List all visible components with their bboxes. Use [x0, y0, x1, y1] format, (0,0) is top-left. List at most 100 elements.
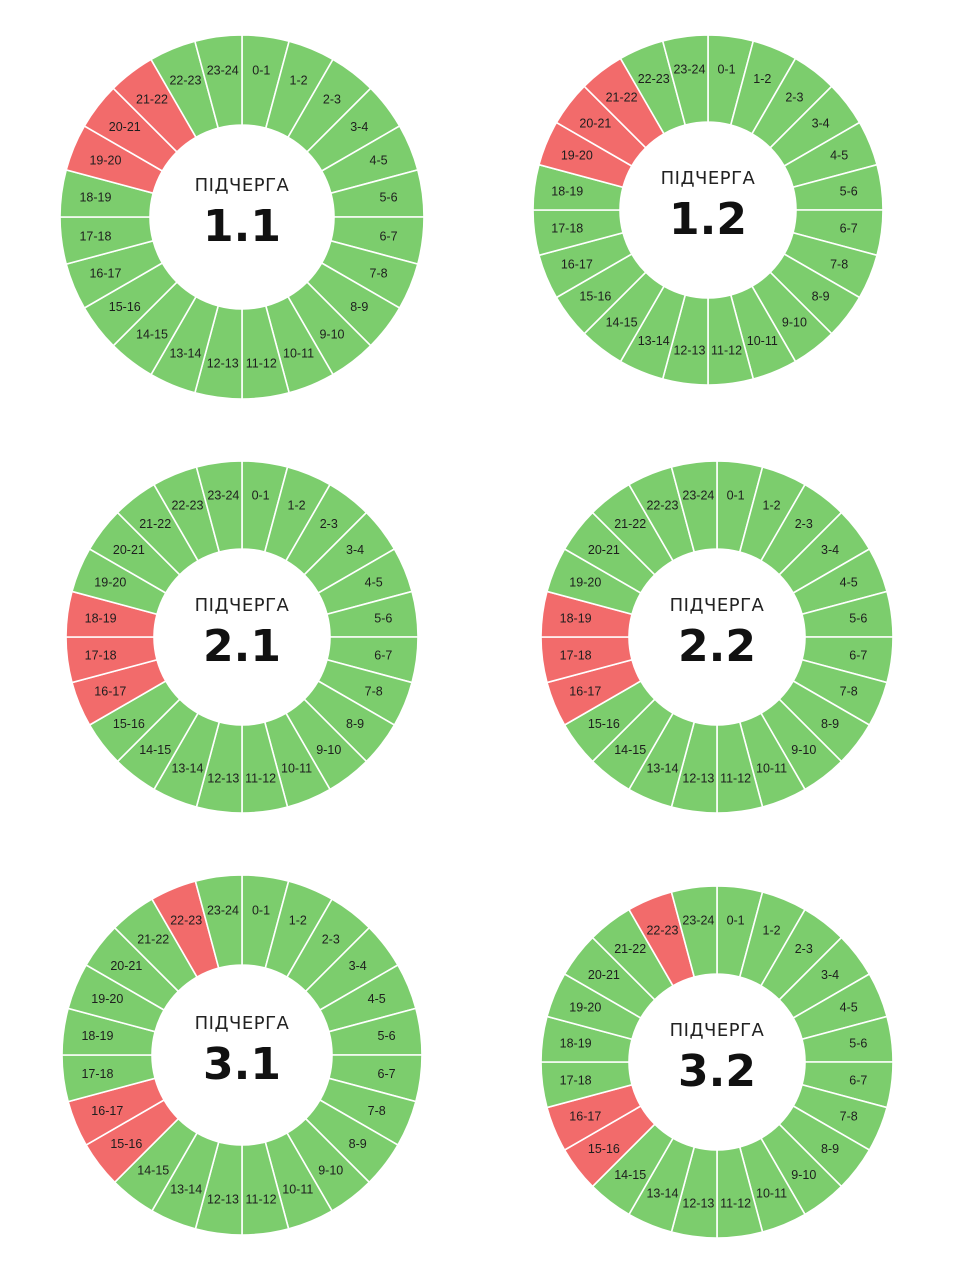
queue-number: 2.1	[203, 621, 281, 672]
hour-label: 6-7	[374, 649, 392, 663]
hour-label: 19-20	[91, 992, 123, 1006]
hour-label: 23-24	[207, 489, 239, 503]
hour-label: 22-23	[170, 913, 202, 927]
hour-label: 5-6	[378, 1029, 396, 1043]
hour-label: 11-12	[720, 1196, 751, 1210]
hour-label: 9-10	[782, 316, 807, 330]
queue-number: 3.1	[203, 1039, 281, 1090]
hour-label: 23-24	[682, 489, 714, 503]
hour-label: 17-18	[560, 649, 592, 663]
hour-label: 4-5	[370, 153, 388, 167]
schedule-donut-1-2: 0-1 1-2 2-3 3-4 4-5 5-6 6-7 7-8 8-9 9-10 10-11 11-1…	[532, 34, 884, 386]
hour-label: 10-11	[282, 1183, 313, 1197]
hour-label: 19-20	[89, 153, 121, 167]
hour-label: 2-3	[322, 932, 340, 946]
hour-label: 5-6	[849, 1036, 867, 1050]
hour-label: 15-16	[588, 717, 620, 731]
hour-label: 18-19	[81, 1029, 113, 1043]
hour-label: 9-10	[318, 1164, 343, 1178]
schedule-donut-1-1: 0-1 1-2 2-3 3-4 4-5 5-6 6-7 7-8 8-9 9-10 10-11 11-1…	[59, 34, 425, 400]
hour-label: 3-4	[350, 120, 368, 134]
hour-label: 3-4	[812, 117, 830, 131]
hour-label: 5-6	[840, 184, 858, 198]
hour-label: 4-5	[840, 575, 858, 589]
hour-label: 14-15	[137, 1164, 169, 1178]
hour-label: 7-8	[840, 685, 858, 699]
hour-label: 16-17	[569, 685, 601, 699]
hour-segment-23-24	[670, 885, 718, 978]
hour-label: 1-2	[288, 498, 306, 512]
hour-label: 7-8	[365, 685, 383, 699]
hour-label: 14-15	[614, 743, 646, 757]
schedule-donut-3-1: 0-1 1-2 2-3 3-4 4-5 5-6 6-7 7-8 8-9 9-10 10-11 11-1…	[61, 874, 423, 1236]
hour-label: 18-19	[560, 1036, 592, 1050]
hour-label: 8-9	[346, 717, 364, 731]
hour-label: 6-7	[849, 649, 867, 663]
hour-label: 7-8	[840, 1110, 858, 1124]
hour-label: 9-10	[791, 743, 816, 757]
hour-label: 22-23	[171, 498, 203, 512]
hour-label: 15-16	[579, 289, 611, 303]
hour-label: 17-18	[81, 1067, 113, 1081]
hour-label: 7-8	[830, 257, 848, 271]
hour-label: 1-2	[290, 73, 308, 87]
hour-label: 22-23	[646, 923, 678, 937]
queue-number: 1.1	[203, 201, 281, 252]
hour-label: 9-10	[791, 1168, 816, 1182]
queue-number: 1.2	[669, 194, 747, 245]
hour-label: 2-3	[795, 942, 813, 956]
hour-label: 8-9	[812, 289, 830, 303]
hour-label: 20-21	[588, 543, 620, 557]
hour-label: 18-19	[551, 184, 583, 198]
hour-label: 9-10	[319, 327, 344, 341]
queue-number: 2.2	[678, 621, 756, 672]
hour-label: 13-14	[169, 347, 201, 361]
hour-label: 6-7	[849, 1074, 867, 1088]
hour-label: 1-2	[753, 72, 771, 86]
hour-label: 8-9	[350, 300, 368, 314]
hour-label: 23-24	[207, 63, 239, 77]
hour-label: 1-2	[763, 498, 781, 512]
hour-label: 17-18	[551, 222, 583, 236]
hour-label: 0-1	[727, 914, 745, 928]
hour-label: 4-5	[365, 575, 383, 589]
hour-label: 19-20	[569, 1000, 601, 1014]
hour-label: 11-12	[246, 1193, 277, 1207]
hour-label: 2-3	[323, 93, 341, 107]
hour-label: 12-13	[682, 1196, 714, 1210]
hour-label: 0-1	[252, 489, 270, 503]
hour-label: 16-17	[91, 1104, 123, 1118]
hour-label: 0-1	[717, 62, 735, 76]
hour-segment-23-24	[661, 34, 709, 126]
hour-label: 15-16	[113, 717, 145, 731]
hour-label: 16-17	[89, 267, 121, 281]
hour-label: 20-21	[109, 120, 141, 134]
hour-label: 19-20	[94, 575, 126, 589]
hour-label: 16-17	[561, 257, 593, 271]
hour-label: 23-24	[673, 62, 705, 76]
hour-label: 22-23	[646, 498, 678, 512]
hour-label: 13-14	[646, 1187, 678, 1201]
hour-label: 2-3	[320, 517, 338, 531]
hour-label: 11-12	[245, 771, 276, 785]
hour-label: 0-1	[252, 903, 270, 917]
hour-label: 10-11	[756, 1187, 787, 1201]
hour-label: 21-22	[614, 942, 646, 956]
hour-segment-23-24	[670, 460, 718, 553]
hour-label: 16-17	[569, 1110, 601, 1124]
hour-label: 0-1	[252, 63, 270, 77]
hour-label: 18-19	[79, 191, 111, 205]
hour-label: 19-20	[569, 575, 601, 589]
hour-label: 21-22	[139, 517, 171, 531]
queue-caption: ПІДЧЕРГА	[670, 595, 765, 616]
hour-label: 20-21	[113, 543, 145, 557]
hour-label: 21-22	[614, 517, 646, 531]
hour-label: 15-16	[110, 1137, 142, 1151]
hour-label: 11-12	[711, 344, 742, 358]
hour-label: 12-13	[673, 344, 705, 358]
hour-label: 17-18	[560, 1074, 592, 1088]
queue-caption: ПІДЧЕРГА	[195, 595, 290, 616]
hour-label: 23-24	[207, 903, 239, 917]
hour-segment-23-24	[195, 460, 243, 553]
hour-label: 21-22	[136, 93, 168, 107]
